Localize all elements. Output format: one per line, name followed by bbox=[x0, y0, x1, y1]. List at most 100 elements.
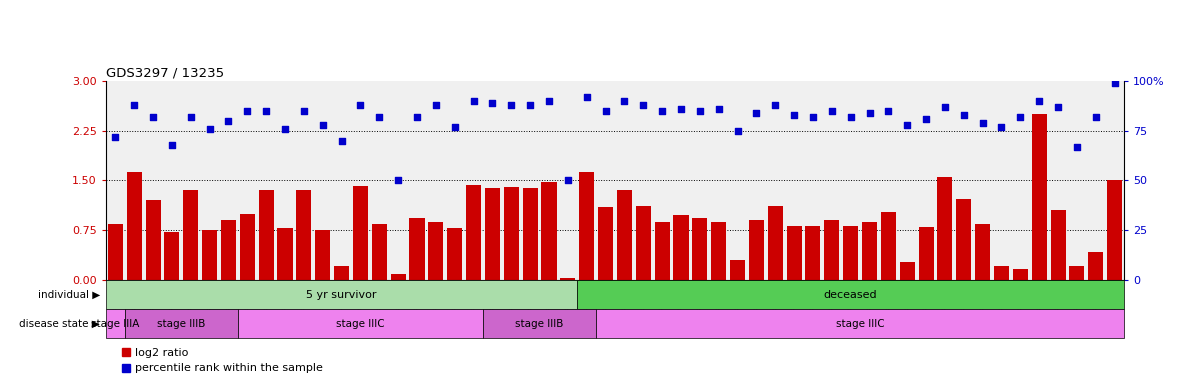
Bar bbox=[106, 280, 577, 309]
Point bbox=[445, 124, 464, 130]
Bar bbox=[1089, 252, 1103, 280]
Point bbox=[842, 114, 860, 120]
Point bbox=[804, 114, 823, 120]
Bar bbox=[1051, 210, 1065, 280]
Bar bbox=[372, 224, 387, 280]
Bar bbox=[1070, 266, 1084, 280]
Bar bbox=[749, 220, 764, 280]
Point bbox=[823, 108, 842, 114]
Point bbox=[653, 108, 672, 114]
Bar bbox=[315, 230, 331, 280]
Bar bbox=[636, 206, 651, 280]
Bar bbox=[560, 278, 576, 280]
Point bbox=[181, 114, 200, 120]
Point bbox=[370, 114, 388, 120]
Point bbox=[426, 101, 445, 108]
Bar bbox=[240, 214, 255, 280]
Point bbox=[766, 101, 785, 108]
Point bbox=[1030, 98, 1049, 104]
Point bbox=[860, 109, 879, 116]
Point bbox=[144, 114, 162, 120]
Bar bbox=[918, 227, 933, 280]
Legend: log2 ratio, percentile rank within the sample: log2 ratio, percentile rank within the s… bbox=[118, 343, 327, 378]
Text: stage IIIB: stage IIIB bbox=[158, 318, 206, 329]
Bar bbox=[391, 274, 406, 280]
Point bbox=[1086, 114, 1105, 120]
Point bbox=[313, 121, 332, 127]
Point bbox=[898, 121, 917, 127]
Point bbox=[219, 118, 238, 124]
Bar bbox=[504, 187, 519, 280]
Bar bbox=[577, 280, 1124, 309]
Bar bbox=[541, 182, 557, 280]
Point bbox=[785, 111, 804, 118]
Bar bbox=[108, 224, 122, 280]
Point bbox=[616, 98, 634, 104]
Text: individual ▶: individual ▶ bbox=[38, 290, 100, 300]
Point bbox=[464, 98, 483, 104]
Point bbox=[257, 108, 275, 114]
Point bbox=[691, 108, 710, 114]
Point bbox=[501, 101, 520, 108]
Text: disease state ▶: disease state ▶ bbox=[19, 318, 100, 329]
Bar bbox=[654, 222, 670, 280]
Bar bbox=[579, 172, 594, 280]
Bar bbox=[937, 177, 952, 280]
Bar bbox=[485, 189, 500, 280]
Bar bbox=[673, 215, 689, 280]
Point bbox=[596, 108, 614, 114]
Point bbox=[162, 141, 181, 147]
Point bbox=[483, 99, 501, 106]
Point bbox=[747, 109, 766, 116]
Point bbox=[577, 94, 596, 100]
Bar bbox=[730, 260, 745, 280]
Text: stage IIIA: stage IIIA bbox=[91, 318, 140, 329]
Bar bbox=[805, 226, 820, 280]
Bar bbox=[165, 232, 179, 280]
Point bbox=[200, 126, 219, 132]
Point bbox=[558, 177, 577, 184]
Point bbox=[879, 108, 898, 114]
Bar bbox=[993, 266, 1009, 280]
Bar bbox=[278, 228, 293, 280]
Bar bbox=[692, 218, 707, 280]
Point bbox=[634, 101, 653, 108]
Bar bbox=[202, 230, 218, 280]
Point bbox=[1011, 114, 1030, 120]
Text: stage IIIC: stage IIIC bbox=[337, 318, 385, 329]
Bar bbox=[975, 224, 990, 280]
Bar bbox=[767, 206, 783, 280]
Point bbox=[992, 124, 1011, 130]
Point bbox=[539, 98, 558, 104]
Bar bbox=[956, 199, 971, 280]
Bar bbox=[297, 190, 312, 280]
Bar bbox=[466, 185, 481, 280]
Bar bbox=[824, 220, 839, 280]
Bar bbox=[899, 262, 915, 280]
Bar bbox=[447, 228, 463, 280]
Point bbox=[729, 127, 747, 134]
Bar bbox=[353, 186, 368, 280]
Point bbox=[955, 111, 973, 118]
Bar bbox=[184, 190, 198, 280]
Bar bbox=[410, 218, 425, 280]
Point bbox=[1049, 104, 1068, 110]
Point bbox=[1068, 144, 1086, 150]
Point bbox=[672, 106, 691, 112]
Bar bbox=[1032, 114, 1046, 280]
Point bbox=[388, 177, 407, 184]
Bar bbox=[334, 266, 350, 280]
Text: 5 yr survivor: 5 yr survivor bbox=[306, 290, 377, 300]
Bar bbox=[428, 222, 444, 280]
Bar bbox=[843, 226, 858, 280]
Point bbox=[125, 101, 144, 108]
Point bbox=[1105, 79, 1124, 86]
Bar bbox=[1108, 180, 1122, 280]
Bar bbox=[146, 200, 160, 280]
Point bbox=[275, 126, 294, 132]
Bar bbox=[880, 212, 896, 280]
Point bbox=[294, 108, 313, 114]
Point bbox=[106, 134, 125, 140]
Bar bbox=[1012, 269, 1028, 280]
Bar bbox=[221, 220, 237, 280]
